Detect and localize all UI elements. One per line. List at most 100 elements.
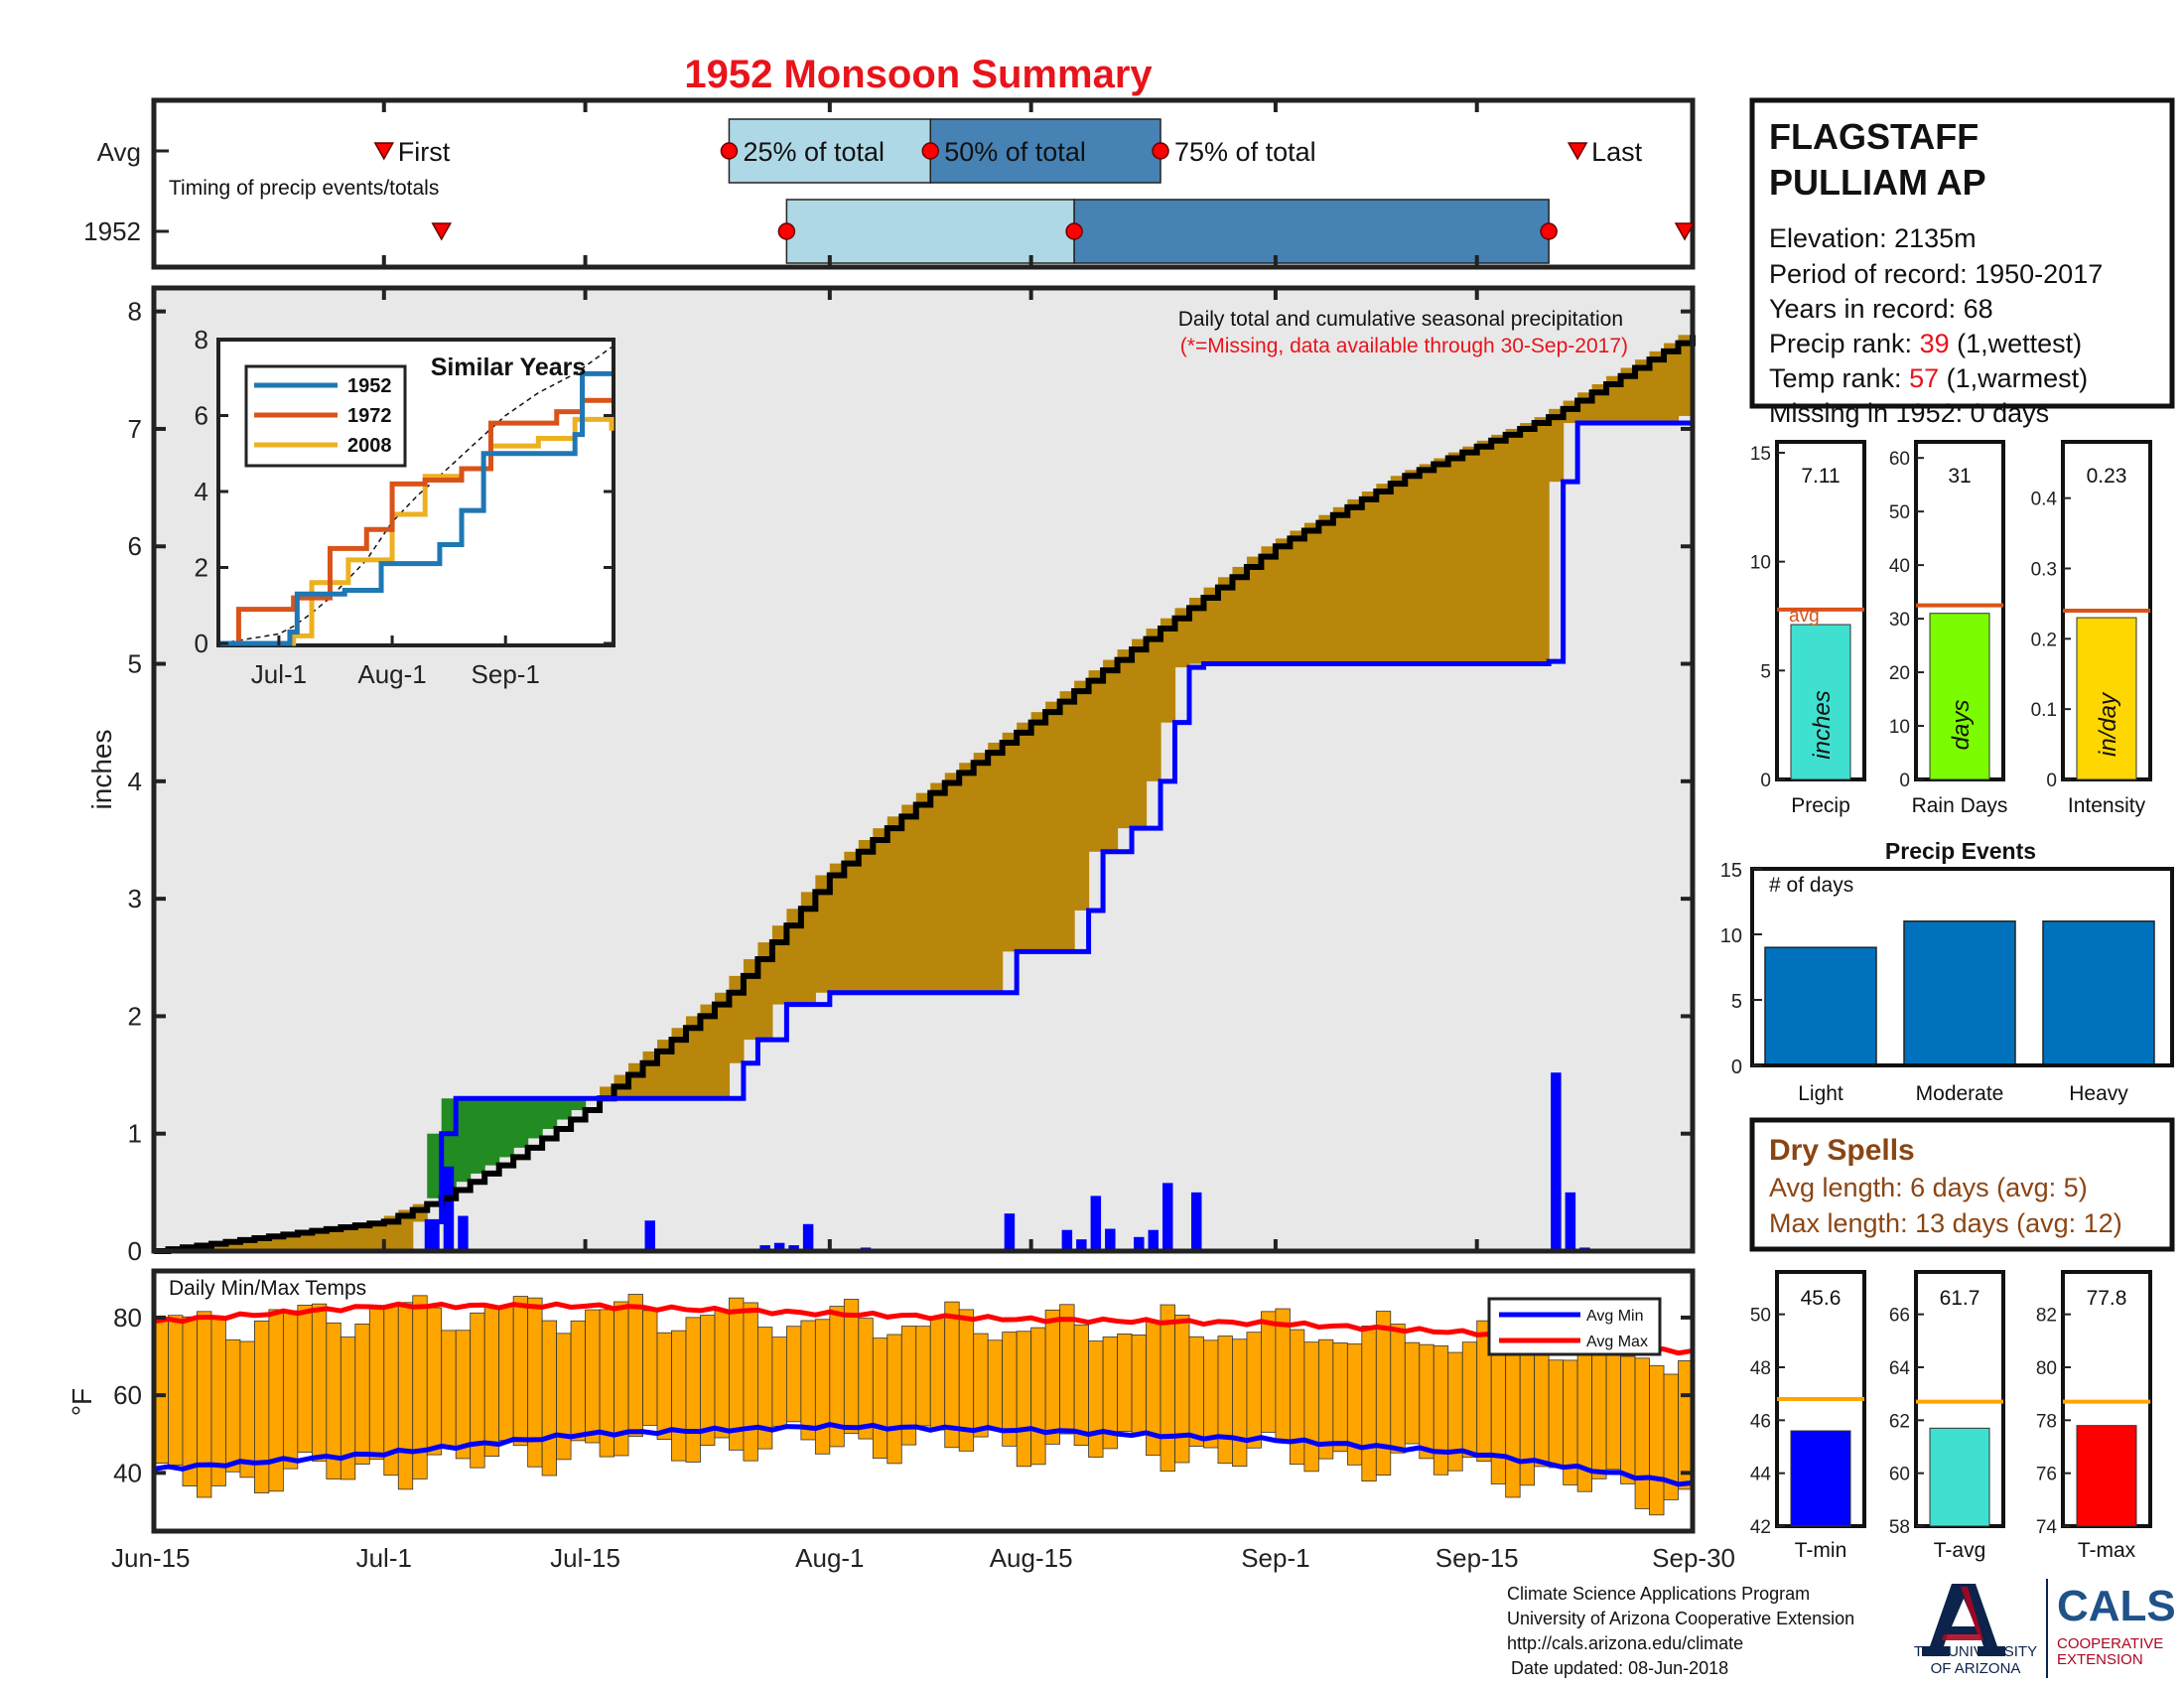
daily-precip-bar: [644, 1220, 656, 1251]
stat-bar-value: [2076, 617, 2137, 780]
daily-temp-bar: [1303, 1341, 1319, 1473]
daily-temp-bar: [671, 1330, 687, 1462]
departure-fill-day: [1318, 514, 1334, 664]
daily-temp-bar: [239, 1340, 255, 1478]
timing-q75-label: 75% of total: [1174, 137, 1316, 167]
inset-series-line: [220, 416, 614, 646]
x-tick-label: Sep-30: [1652, 1543, 1735, 1573]
departure-fill-day: [1405, 470, 1421, 664]
inset-legend-label: 1972: [347, 405, 392, 427]
daily-temp-bar: [800, 1320, 816, 1441]
departure-fill-day: [1635, 359, 1651, 424]
daily-temp-bar: [512, 1296, 529, 1447]
temp-stat-tick-label: 76: [2036, 1465, 2057, 1485]
inset-y-tick-label: 0: [195, 629, 208, 658]
daily-temp-bar: [1289, 1329, 1305, 1466]
departure-fill-day: [556, 1098, 572, 1120]
events-title: Precip Events: [1885, 838, 2036, 864]
daily-temp-bar: [585, 1309, 601, 1444]
event-y-tick-label: 10: [1720, 925, 1742, 947]
temp-stat-panel: 77.8 T-max 74 76 78 80 82: [2036, 1270, 2152, 1562]
daily-temps-chart: 40 60 80 Daily Min/Max Temps °F Avg Min Av…: [67, 1268, 1696, 1534]
y-tick-label: 1: [128, 1119, 142, 1149]
precip-stat-bars: 7.11 inches Precip avg 0 5 10 15 31 days Rain Days…: [1750, 440, 2152, 817]
legend-avg-max: Avg Max: [1586, 1334, 1648, 1350]
departure-fill-day: [1433, 458, 1449, 664]
inset-x-tick-label: Aug-1: [357, 659, 426, 689]
daily-temp-bar: [1605, 1340, 1621, 1471]
departure-fill-day: [1549, 408, 1565, 483]
daily-precip-bar: [1565, 1192, 1576, 1251]
footer-line4: Date updated: 08-Jun-2018: [1511, 1658, 1728, 1678]
temp-legend: Avg Min Avg Max: [1487, 1297, 1662, 1356]
departure-fill-day: [1132, 638, 1148, 829]
departure-fill-day: [312, 1228, 328, 1251]
figure-title: 1952 Monsoon Summary: [684, 53, 1153, 96]
event-y-tick-label: 15: [1720, 860, 1742, 882]
timing-quartile-dot: [720, 142, 739, 160]
y-tick-label: 6: [128, 531, 142, 561]
stat-bar-panel: 7.11 inches Precip avg 0 5 10 15: [1750, 440, 1866, 817]
departure-fill-day: [1520, 423, 1536, 664]
daily-temp-bar: [541, 1320, 558, 1477]
daily-temp-bar: [297, 1305, 313, 1454]
event-bar: [1903, 920, 2016, 1066]
station-temp-rank: Temp rank: 57 (1,warmest): [1769, 363, 2088, 393]
daily-temp-bar: [1203, 1339, 1219, 1449]
dry-spells-max-length: Max length: 13 days (avg: 12): [1769, 1208, 2122, 1238]
daily-temp-bar: [455, 1330, 472, 1460]
station-name-line1: FLAGSTAFF: [1769, 116, 1979, 157]
stat-bar-panel: 0.23 in/day Intensity 0 0.1 0.2 0.3 0.4: [2031, 440, 2152, 817]
departure-fill-day: [887, 816, 902, 993]
timing-quartile-dot: [921, 142, 939, 160]
departure-fill-day: [1491, 434, 1507, 664]
event-y-tick-label: 5: [1731, 991, 1742, 1013]
temp-y-tick-label: 40: [113, 1458, 142, 1487]
temp-stat-label: T-avg: [1934, 1539, 1986, 1562]
daily-temp-bar: [483, 1306, 500, 1458]
stat-bar-label: Rain Days: [1912, 794, 2008, 817]
daily-temp-bar: [311, 1303, 328, 1462]
departure-fill-day: [1017, 722, 1032, 952]
temp-y-tick-label: 80: [113, 1303, 142, 1333]
departure-fill-day: [1002, 732, 1018, 952]
event-y-tick-label: 0: [1731, 1056, 1742, 1078]
temp-stat-value-bar: [1929, 1427, 1990, 1527]
inset-title: Similar Years: [431, 353, 587, 381]
daily-precip-bar: [802, 1223, 814, 1251]
stat-bar-tick-label: 0.3: [2031, 560, 2057, 581]
x-tick-label: Jul-1: [356, 1543, 412, 1573]
departure-fill-day: [959, 763, 975, 993]
timing-quartile-dot: [1065, 222, 1083, 240]
daily-temp-bar: [987, 1339, 1004, 1431]
stat-bar-tick-label: 0: [1760, 771, 1771, 791]
daily-temp-bar: [700, 1315, 716, 1447]
departure-fill-day: [743, 958, 759, 1041]
daily-temp-bar: [1649, 1364, 1665, 1516]
station-missing: Missing in 1952: 0 days: [1769, 398, 2049, 428]
timing-bar-q50-q75: [929, 118, 1161, 184]
event-category-label: Heavy: [2069, 1082, 2128, 1105]
stat-bar-tick-label: 20: [1889, 663, 1910, 684]
daily-precip-bar: [788, 1245, 799, 1251]
temp-stat-panel: 61.7 T-avg 58 60 62 64 66: [1889, 1270, 2005, 1562]
daily-precip-bar: [1148, 1229, 1160, 1251]
precip-events-chart: Precip Events # of days 0 5 10 15 Light Moder…: [1720, 838, 2174, 1105]
temp-stat-value-bar: [1790, 1430, 1851, 1527]
daily-precip-bar: [1162, 1183, 1173, 1251]
temp-stat-tick-label: 58: [1889, 1517, 1910, 1538]
station-elevation: Elevation: 2135m: [1769, 223, 1977, 253]
temp-stat-tick-label: 60: [1889, 1465, 1910, 1485]
departure-fill-day: [456, 1098, 472, 1183]
stat-bar-tick-label: 0.2: [2031, 630, 2057, 650]
departure-fill-day: [1117, 649, 1133, 829]
temp-stat-tick-label: 82: [2036, 1306, 2057, 1327]
departure-fill-day: [341, 1225, 356, 1251]
main-chart-note: Daily total and cumulative seasonal prec…: [1178, 308, 1623, 331]
departure-fill-day: [700, 1004, 716, 1099]
departure-fill-day: [714, 992, 731, 1099]
daily-temp-bar: [1044, 1309, 1061, 1445]
daily-temp-bar: [771, 1336, 787, 1427]
main-chart-ylabel: inches: [86, 730, 117, 810]
